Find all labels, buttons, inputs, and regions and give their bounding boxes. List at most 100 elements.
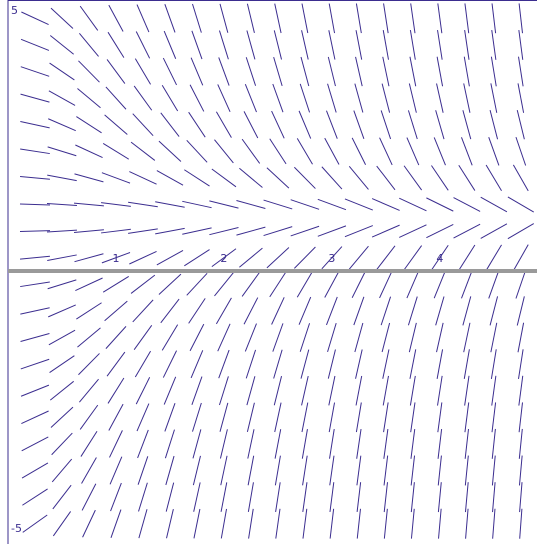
slope-segment — [48, 90, 76, 106]
slope-segment — [354, 83, 364, 113]
slope-segment — [164, 429, 175, 459]
slope-segment — [296, 271, 313, 298]
slope-segment — [437, 482, 442, 513]
slope-segment — [77, 327, 101, 348]
slope-segment — [79, 404, 99, 430]
slope-segment — [192, 429, 202, 459]
slope-segment — [464, 482, 469, 513]
slope-segment — [356, 508, 361, 539]
slope-segment — [214, 272, 234, 297]
slope-segment — [518, 375, 524, 406]
slope-segment — [219, 429, 228, 459]
slope-segment — [492, 482, 496, 513]
slope-segment — [438, 508, 442, 539]
slope-segment — [109, 456, 123, 485]
slope-segment — [186, 272, 208, 296]
slope-segment — [78, 378, 99, 403]
slope-segment — [220, 508, 228, 539]
slope-segment — [246, 30, 256, 60]
slope-segment — [409, 375, 416, 406]
slope-segment — [182, 200, 212, 209]
slope-segment — [76, 302, 102, 320]
slope-segment — [20, 281, 50, 288]
slope-segment — [403, 245, 423, 271]
slope-segment — [269, 138, 287, 165]
slope-segment — [518, 56, 524, 87]
slope-segment — [220, 482, 228, 512]
slope-segment — [246, 402, 255, 433]
slope-segment — [301, 3, 309, 34]
slope-segment — [155, 201, 185, 208]
slope-segment — [275, 482, 281, 513]
slope-segment — [464, 402, 470, 433]
slope-segment — [217, 323, 231, 352]
slope-segment — [80, 430, 98, 457]
slope-segment — [464, 455, 469, 486]
slope-segment — [162, 350, 178, 378]
slope-segment — [269, 271, 287, 298]
slope-segment — [272, 323, 284, 352]
slope-segment — [453, 223, 481, 239]
slope-segment — [108, 403, 124, 431]
slope-segment — [507, 196, 534, 213]
slope-segment — [328, 30, 336, 60]
slope-segment — [49, 35, 74, 55]
slope-segment — [47, 174, 77, 182]
slope-segment — [245, 349, 257, 379]
slope-segment — [348, 245, 369, 270]
slope-segment — [516, 296, 525, 326]
y-tick-label: -5 — [11, 522, 22, 535]
slope-segment — [110, 509, 122, 539]
slope-segment — [436, 322, 444, 353]
x-tick-label: 1 — [112, 252, 119, 265]
slope-segment — [184, 249, 210, 267]
slope-segment — [356, 455, 362, 486]
slope-segment — [241, 271, 261, 297]
slope-segment — [158, 273, 182, 295]
slope-segment — [82, 509, 96, 538]
slope-segment — [437, 455, 442, 486]
slope-segment — [489, 110, 499, 140]
slope-segment — [274, 429, 282, 459]
slope-segment — [329, 455, 335, 486]
slope-segment — [381, 83, 391, 113]
slope-segment — [296, 138, 313, 165]
slope-segment — [136, 4, 150, 33]
slope-segment — [75, 144, 103, 159]
slope-segment — [271, 297, 285, 325]
slope-segment — [246, 376, 256, 406]
slope-segment — [409, 349, 417, 379]
slope-segment — [129, 171, 157, 185]
slope-segment — [354, 322, 364, 353]
slope-segment — [426, 197, 454, 212]
slope-segment — [47, 146, 77, 157]
slope-segment — [20, 384, 50, 397]
slope-segment — [399, 224, 427, 238]
slope-segment — [215, 111, 232, 138]
slope-segment — [247, 482, 254, 512]
slope-segment — [20, 38, 50, 51]
slope-segment — [73, 229, 104, 233]
slope-segment — [328, 402, 336, 433]
x-tick-label: 2 — [220, 252, 227, 265]
slope-segment — [22, 488, 48, 506]
slope-segment — [209, 200, 239, 209]
slope-segment — [485, 164, 502, 192]
slope-segment — [243, 111, 259, 139]
slope-segment — [158, 140, 182, 162]
slope-segment — [19, 203, 50, 206]
slope-segment — [101, 228, 131, 234]
slope-segment — [239, 247, 263, 268]
slope-segment — [490, 349, 497, 379]
slope-segment — [379, 270, 393, 299]
slope-segment — [356, 482, 362, 513]
slope-segment — [137, 456, 149, 485]
slope-segment — [329, 429, 335, 459]
slope-segment — [355, 349, 363, 379]
slope-segment — [409, 56, 417, 87]
slope-segment — [355, 3, 362, 34]
slope-segment — [488, 137, 500, 166]
slope-segment — [47, 254, 77, 261]
slope-segment — [20, 176, 50, 180]
